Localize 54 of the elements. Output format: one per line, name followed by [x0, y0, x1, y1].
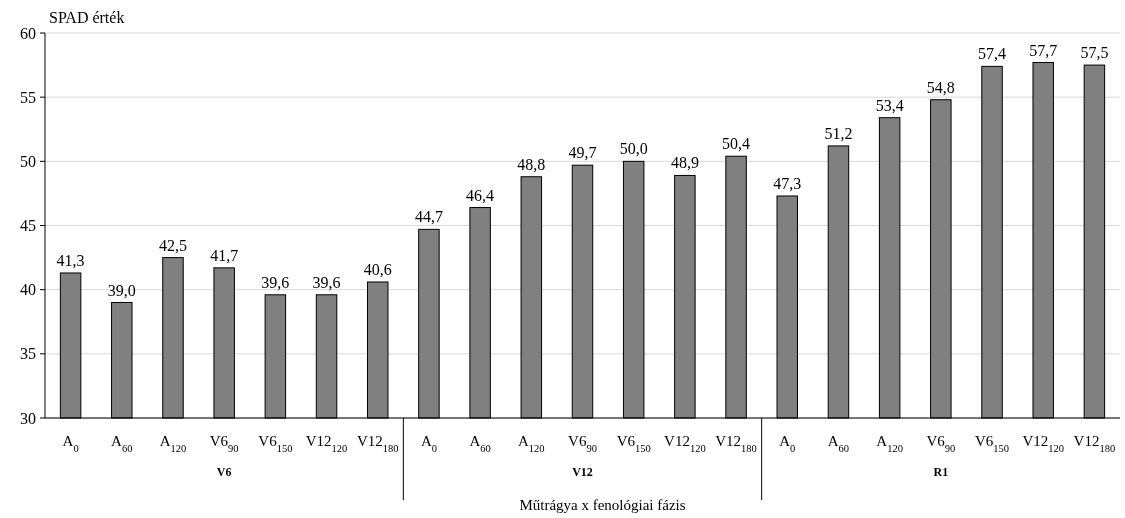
- x-tick-label: A$_{60}$: [827, 433, 850, 454]
- x-tick-label: V12$_{180}$: [1073, 433, 1116, 454]
- x-tick-label: V12$_{180}$: [715, 433, 757, 454]
- data-label: 53,4: [875, 96, 904, 114]
- y-axis-title: SPAD érték: [49, 9, 125, 26]
- y-tick-label: 40: [20, 281, 36, 299]
- data-label: 54,8: [926, 78, 955, 96]
- x-tick-label: A$_{0}$: [420, 433, 437, 454]
- data-label: 57,5: [1080, 44, 1109, 62]
- text: R1: [933, 465, 949, 479]
- x-tick-label: V6$_{150}$: [616, 433, 651, 454]
- data-label: 50,0: [619, 140, 648, 158]
- data-label: 48,8: [517, 155, 546, 173]
- y-tick-label: 35: [20, 345, 36, 363]
- data-label: 46,4: [466, 186, 495, 204]
- x-tick-label: V6$_{90}$: [926, 433, 956, 454]
- data-label: 49,7: [568, 144, 597, 162]
- data-label: 41,7: [210, 246, 239, 264]
- x-tick-label: A$_{120}$: [876, 433, 903, 454]
- data-label: 44,7: [414, 208, 443, 226]
- data-label: 57,4: [978, 45, 1007, 63]
- x-tick-label: V12$_{120}$: [664, 433, 706, 454]
- data-label: 42,5: [158, 236, 187, 254]
- data-label: 41,3: [56, 251, 85, 269]
- x-axis-title: Műtrágya x fenológiai fázis: [519, 497, 686, 513]
- data-label: 48,9: [670, 154, 699, 172]
- x-tick-label: A$_{0}$: [62, 433, 79, 454]
- x-tick-label: V6$_{90}$: [568, 433, 597, 454]
- x-tick-label: V12$_{120}$: [305, 433, 348, 454]
- data-label: 47,3: [773, 174, 802, 192]
- y-tick-label: 45: [20, 217, 36, 235]
- x-tick-label: V12$_{120}$: [1022, 433, 1065, 454]
- x-tick-label: V6$_{150}$: [974, 433, 1010, 454]
- y-tick-label: 30: [20, 409, 36, 427]
- data-label: 51,2: [824, 124, 853, 142]
- data-label: 57,7: [1029, 41, 1058, 59]
- x-tick-label: A$_{0}$: [779, 433, 796, 454]
- data-label: 39,6: [261, 273, 290, 291]
- x-tick-label: A$_{60}$: [111, 433, 133, 454]
- x-tick-label: A$_{120}$: [159, 433, 187, 454]
- x-tick-label: V6$_{90}$: [209, 433, 239, 454]
- data-label: 39,0: [107, 281, 136, 299]
- x-tick-label: A$_{60}$: [469, 433, 491, 454]
- data-label: 50,4: [722, 135, 751, 153]
- data-label: 40,6: [363, 260, 392, 278]
- text: V6: [216, 465, 232, 479]
- text: V12: [572, 465, 593, 479]
- y-tick-label: 60: [20, 24, 36, 42]
- x-tick-label: A$_{120}$: [518, 433, 545, 454]
- y-tick-label: 55: [20, 88, 36, 106]
- data-label: 39,6: [312, 273, 341, 291]
- y-tick-label: 50: [20, 152, 36, 170]
- x-tick-label: V6$_{150}$: [258, 433, 293, 454]
- x-tick-label: V12$_{180}$: [356, 433, 399, 454]
